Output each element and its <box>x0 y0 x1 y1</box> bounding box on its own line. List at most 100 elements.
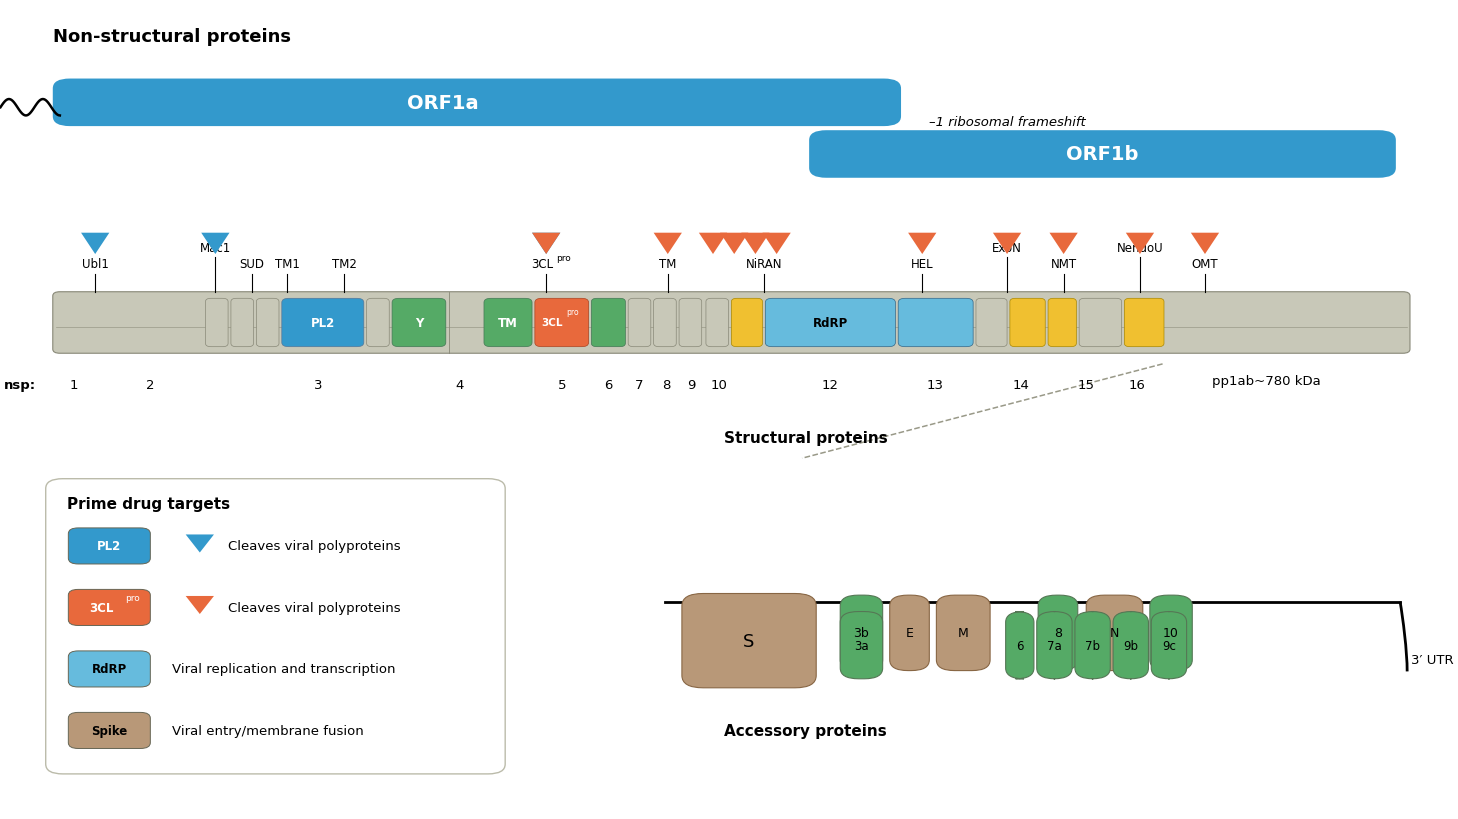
Text: N: N <box>1110 627 1120 640</box>
Polygon shape <box>993 233 1021 255</box>
Text: M: M <box>958 627 968 640</box>
FancyBboxPatch shape <box>484 299 532 347</box>
Text: Cleaves viral polyproteins: Cleaves viral polyproteins <box>227 540 401 553</box>
Text: 3CL: 3CL <box>89 601 114 614</box>
Text: 3b: 3b <box>853 627 869 640</box>
Text: 3′ UTR: 3′ UTR <box>1411 653 1454 666</box>
Text: 8: 8 <box>1054 627 1061 640</box>
FancyBboxPatch shape <box>1048 299 1076 347</box>
FancyBboxPatch shape <box>809 131 1395 179</box>
FancyBboxPatch shape <box>840 612 882 679</box>
Text: 16: 16 <box>1128 378 1146 391</box>
Text: PL2: PL2 <box>98 540 121 553</box>
FancyBboxPatch shape <box>1086 595 1143 671</box>
Text: 9c: 9c <box>1162 639 1177 652</box>
Text: RdRP: RdRP <box>92 663 127 676</box>
FancyBboxPatch shape <box>898 299 972 347</box>
Text: 3a: 3a <box>854 639 869 652</box>
FancyBboxPatch shape <box>392 299 446 347</box>
FancyBboxPatch shape <box>1124 299 1163 347</box>
Polygon shape <box>1126 233 1155 255</box>
Polygon shape <box>720 233 748 255</box>
FancyBboxPatch shape <box>1038 595 1077 671</box>
Text: Viral replication and transcription: Viral replication and transcription <box>172 663 395 676</box>
Text: NendoU: NendoU <box>1117 242 1163 255</box>
Text: 12: 12 <box>822 378 838 391</box>
Text: 1: 1 <box>70 378 79 391</box>
Text: RdRP: RdRP <box>812 317 849 329</box>
Polygon shape <box>82 233 109 255</box>
Text: TM: TM <box>499 317 518 329</box>
FancyBboxPatch shape <box>69 713 150 749</box>
FancyBboxPatch shape <box>1037 612 1072 679</box>
Polygon shape <box>1191 233 1219 255</box>
Text: pro: pro <box>125 594 140 602</box>
Text: Mac1: Mac1 <box>200 242 230 255</box>
Text: Ubl1: Ubl1 <box>82 258 109 271</box>
Text: PL2: PL2 <box>311 317 335 329</box>
FancyBboxPatch shape <box>628 299 650 347</box>
Text: Spike: Spike <box>92 724 127 737</box>
Text: 6: 6 <box>604 378 612 391</box>
Polygon shape <box>532 233 560 255</box>
Text: TM1: TM1 <box>276 258 300 271</box>
Text: 9: 9 <box>688 378 695 391</box>
Text: 7a: 7a <box>1047 639 1061 652</box>
Text: 10: 10 <box>710 378 728 391</box>
FancyBboxPatch shape <box>889 595 929 671</box>
Text: 5: 5 <box>557 378 566 391</box>
Text: pro: pro <box>555 254 570 263</box>
Text: pp1ab~780 kDa: pp1ab~780 kDa <box>1212 374 1321 387</box>
FancyBboxPatch shape <box>69 528 150 564</box>
Text: NMT: NMT <box>1051 258 1076 271</box>
Text: S: S <box>744 632 755 649</box>
FancyBboxPatch shape <box>1075 612 1111 679</box>
FancyBboxPatch shape <box>1112 612 1149 679</box>
FancyBboxPatch shape <box>653 299 677 347</box>
Text: 13: 13 <box>926 378 943 391</box>
Polygon shape <box>741 233 770 255</box>
Polygon shape <box>1050 233 1077 255</box>
Polygon shape <box>201 233 229 255</box>
Polygon shape <box>185 535 214 553</box>
Text: HEL: HEL <box>911 258 933 271</box>
FancyBboxPatch shape <box>230 299 254 347</box>
Text: pro: pro <box>567 308 579 317</box>
Text: ORF1b: ORF1b <box>1066 145 1139 165</box>
Polygon shape <box>908 233 936 255</box>
FancyBboxPatch shape <box>975 299 1007 347</box>
Text: Y: Y <box>414 317 423 329</box>
FancyBboxPatch shape <box>592 299 625 347</box>
Text: Cleaves viral polyproteins: Cleaves viral polyproteins <box>227 601 401 614</box>
Text: SUD: SUD <box>239 258 264 271</box>
Text: 15: 15 <box>1077 378 1095 391</box>
FancyBboxPatch shape <box>732 299 763 347</box>
Text: 10: 10 <box>1163 627 1180 640</box>
Text: 6: 6 <box>1016 639 1024 652</box>
FancyBboxPatch shape <box>206 299 227 347</box>
Text: ExoN: ExoN <box>991 242 1022 255</box>
Text: 4: 4 <box>456 378 464 391</box>
FancyBboxPatch shape <box>281 299 364 347</box>
Text: –1 ribosomal frameshift: –1 ribosomal frameshift <box>929 116 1085 129</box>
Polygon shape <box>763 233 790 255</box>
Text: OMT: OMT <box>1191 258 1219 271</box>
Polygon shape <box>698 233 728 255</box>
Text: Structural proteins: Structural proteins <box>725 431 888 446</box>
Text: 3CL: 3CL <box>531 258 553 271</box>
Text: 7b: 7b <box>1085 639 1101 652</box>
Text: TM: TM <box>659 258 677 271</box>
FancyBboxPatch shape <box>45 479 504 774</box>
FancyBboxPatch shape <box>69 590 150 626</box>
Text: 3: 3 <box>315 378 322 391</box>
FancyBboxPatch shape <box>1152 612 1187 679</box>
Text: 7: 7 <box>636 378 644 391</box>
FancyBboxPatch shape <box>679 299 701 347</box>
Polygon shape <box>185 596 214 614</box>
FancyBboxPatch shape <box>1010 299 1045 347</box>
Text: 14: 14 <box>1013 378 1029 391</box>
Text: E: E <box>905 627 914 640</box>
Text: Accessory proteins: Accessory proteins <box>725 723 886 738</box>
Text: 8: 8 <box>662 378 671 391</box>
Text: nsp:: nsp: <box>4 378 36 391</box>
